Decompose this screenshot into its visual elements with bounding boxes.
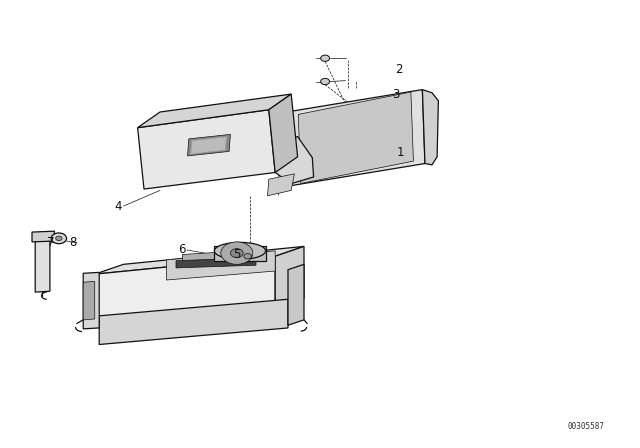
Polygon shape [35, 232, 50, 292]
Polygon shape [182, 252, 227, 262]
Circle shape [56, 236, 62, 241]
Polygon shape [95, 246, 304, 274]
Text: 3: 3 [392, 87, 399, 101]
Circle shape [51, 233, 67, 244]
Polygon shape [422, 90, 438, 165]
Polygon shape [138, 94, 291, 128]
Polygon shape [298, 92, 413, 184]
Polygon shape [83, 281, 95, 320]
Text: 4: 4 [114, 199, 122, 213]
Circle shape [221, 242, 253, 264]
Text: 8: 8 [69, 236, 77, 250]
Circle shape [321, 78, 330, 85]
Text: 1: 1 [397, 146, 404, 159]
Text: 00305587: 00305587 [568, 422, 605, 431]
Circle shape [244, 254, 252, 259]
Polygon shape [275, 246, 304, 308]
Ellipse shape [214, 242, 266, 259]
Polygon shape [268, 174, 294, 196]
Polygon shape [166, 251, 275, 280]
Polygon shape [176, 258, 256, 268]
Polygon shape [287, 90, 425, 186]
Polygon shape [214, 246, 266, 261]
Polygon shape [269, 137, 314, 184]
Text: 5: 5 [234, 248, 241, 261]
Text: 2: 2 [396, 63, 403, 76]
Polygon shape [83, 272, 99, 329]
Polygon shape [138, 110, 275, 189]
Circle shape [321, 55, 330, 61]
Polygon shape [191, 137, 227, 154]
Text: 7: 7 [47, 236, 54, 250]
Polygon shape [188, 134, 230, 156]
Polygon shape [269, 94, 298, 172]
Circle shape [230, 249, 243, 258]
Text: 6: 6 [178, 243, 186, 257]
Polygon shape [32, 231, 54, 242]
Polygon shape [288, 264, 304, 325]
Polygon shape [95, 256, 275, 326]
Polygon shape [99, 299, 288, 345]
